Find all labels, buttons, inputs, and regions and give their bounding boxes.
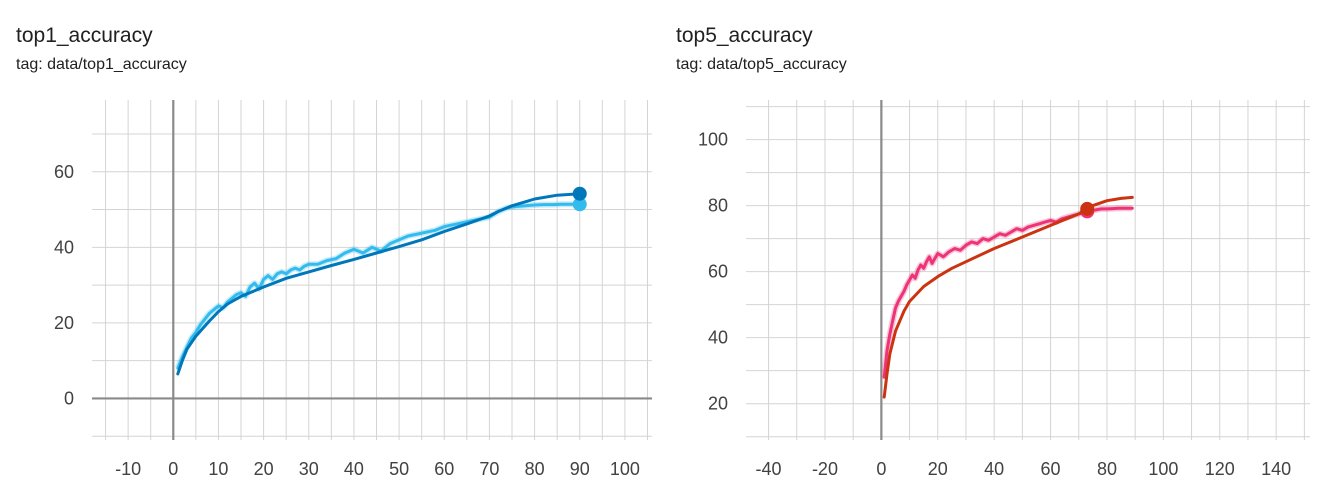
series-marker[interactable] [1080, 201, 1095, 216]
y-tick-label: 20 [708, 394, 728, 414]
series-halo [175, 201, 580, 370]
chart-title: top1_accuracy [16, 24, 153, 47]
y-tick-label: 100 [698, 130, 728, 150]
x-tick-label: 30 [299, 459, 319, 479]
x-tick-label: 100 [610, 459, 640, 479]
series-line[interactable] [176, 192, 582, 376]
y-tick-label: 0 [64, 388, 74, 408]
y-tick-label: 60 [54, 162, 74, 182]
x-tick-label: 10 [208, 459, 228, 479]
series-line[interactable] [176, 202, 582, 370]
x-tick-label: 80 [525, 459, 545, 479]
x-tick-label: 60 [434, 459, 454, 479]
x-tick-label: 0 [876, 459, 886, 479]
top1-accuracy-chart[interactable]: -10 0 10 20 30 40 50 60 70 80 90 100 0 20 40 60 [0, 0, 652, 496]
x-tick-label: 140 [1261, 459, 1291, 479]
x-tick-label: 40 [984, 459, 1004, 479]
top5-accuracy-chart[interactable]: -40 -20 0 20 40 60 80 100 120 140 20 40 60 80 100 [660, 0, 1310, 496]
y-tick-label: 40 [54, 237, 74, 257]
x-tick-label: 20 [254, 459, 274, 479]
chart-subtitle: tag: data/top5_accuracy [676, 56, 847, 73]
series-marker[interactable] [572, 186, 587, 201]
x-tick-label: 80 [1097, 459, 1117, 479]
x-tick-label: 70 [479, 459, 499, 479]
x-tick-label: 0 [168, 459, 178, 479]
x-tick-label: 50 [389, 459, 409, 479]
series-line[interactable] [882, 206, 1134, 379]
chart-panel-top1: top1_accuracy tag: data/top1_accuracy -1… [0, 0, 652, 496]
x-tick-label: -40 [756, 459, 782, 479]
chart-subtitle: tag: data/top1_accuracy [16, 56, 187, 73]
x-tick-label: 100 [1148, 459, 1178, 479]
y-tick-label: 20 [54, 313, 74, 333]
chart-panel-top5: top5_accuracy tag: data/top5_accuracy -4… [660, 0, 1310, 496]
x-tick-label: 20 [928, 459, 948, 479]
x-tick-label: 40 [344, 459, 364, 479]
x-tick-label: -20 [812, 459, 838, 479]
y-tick-label: 80 [708, 196, 728, 216]
x-tick-label: 120 [1205, 459, 1235, 479]
x-tick-label: 90 [570, 459, 590, 479]
series-line[interactable] [882, 195, 1134, 399]
series-marker[interactable] [572, 197, 587, 212]
y-tick-label: 60 [708, 262, 728, 282]
chart-title: top5_accuracy [676, 24, 813, 47]
x-tick-label: -10 [115, 459, 141, 479]
x-tick-label: 60 [1041, 459, 1061, 479]
y-tick-label: 40 [708, 328, 728, 348]
